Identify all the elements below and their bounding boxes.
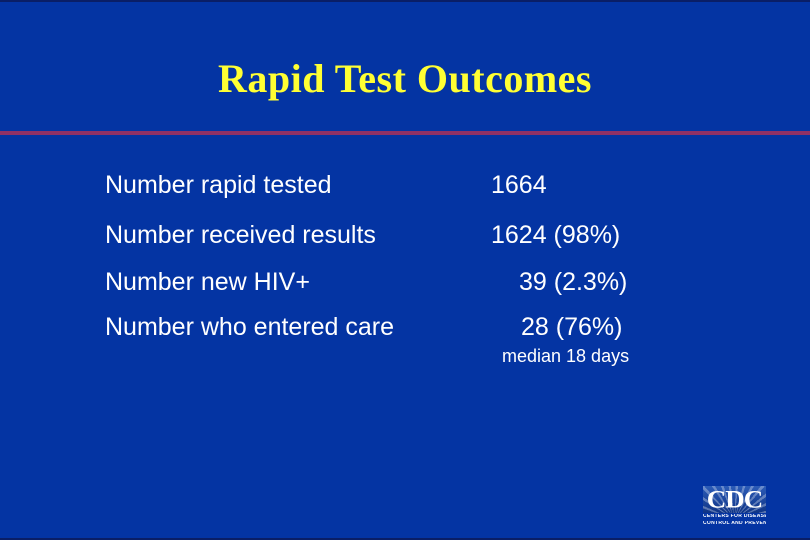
row-value: 28 (76%) [521,313,623,341]
table-row: Number received results 1624 (98%) [0,221,810,251]
table-row: Number who entered care 28 (76%) [0,313,810,343]
cdc-caption-line2: CONTROL AND PREVENTION [703,520,766,526]
title-divider-line [0,131,810,135]
median-days-note: median 18 days [502,346,630,366]
row-label: Number new HIV+ [105,268,310,296]
cdc-acronym: CDC [706,485,763,513]
slide-title: Rapid Test Outcomes [218,56,592,101]
row-value: 39 (2.3%) [519,268,628,296]
row-label: Number who entered care [105,313,395,341]
row-label: Number rapid tested [105,171,332,199]
cdc-caption-line1: CENTERS FOR DISEASE [703,514,766,519]
slide-bottom-edge-line [0,538,810,540]
row-value: 1664 [491,171,547,199]
table-row: Number new HIV+ 39 (2.3%) [0,268,810,298]
cdc-logo: CDC CENTERS FOR DISEASE CONTROL AND PREV… [703,486,766,527]
slide-top-edge-line [0,0,810,2]
row-label: Number received results [105,221,376,249]
row-value: 1624 (98%) [491,221,621,249]
cdc-sunburst-box: CDC [703,486,766,513]
table-row: Number rapid tested 1664 [0,171,810,201]
